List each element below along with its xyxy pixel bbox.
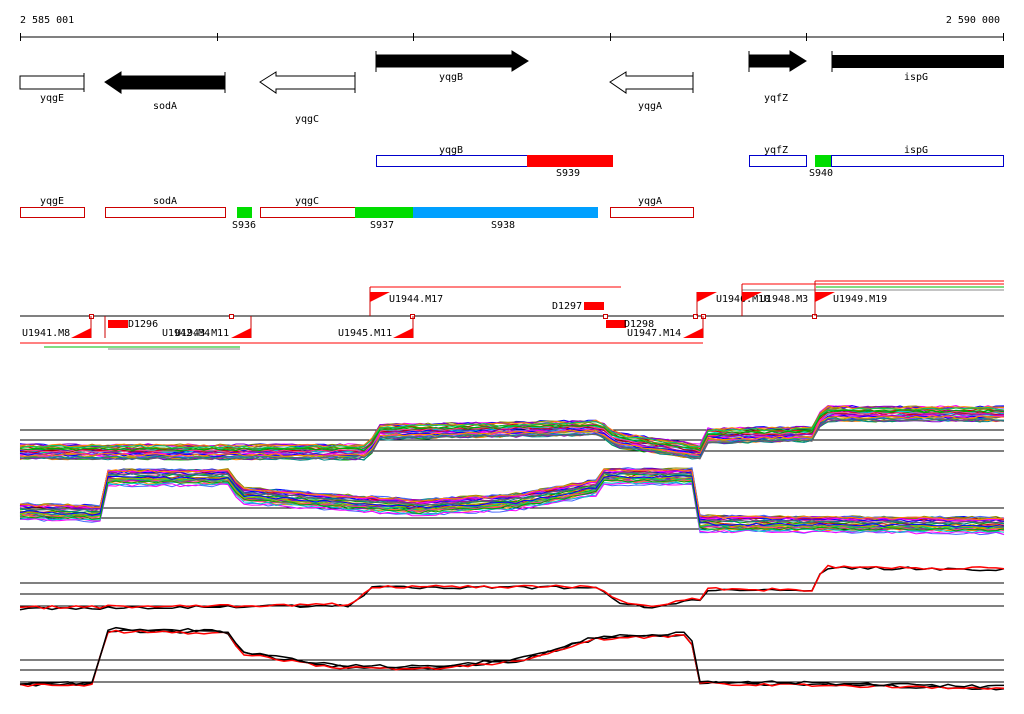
gene-box-yqgE[interactable]: [20, 207, 85, 218]
segment-S940[interactable]: [815, 155, 831, 167]
gene-box-label-sodA: sodA: [153, 196, 177, 207]
expression-trace: [19, 479, 1005, 532]
segment-label-S940: S940: [809, 168, 833, 179]
segment-S937[interactable]: [355, 207, 413, 218]
segment-S936[interactable]: [237, 207, 252, 218]
expression-trace: [19, 482, 1005, 535]
expression-trace: [19, 409, 1005, 452]
expression-trace: [19, 417, 1005, 460]
gene-box-label-yqgA: yqgA: [638, 196, 662, 207]
segment-label-S939: S939: [556, 168, 580, 179]
segment-S939[interactable]: [527, 155, 613, 167]
expression-trace: [19, 468, 1005, 521]
expression-trace: [19, 415, 1005, 457]
segment-label-S936: S936: [232, 220, 256, 231]
expression-panel-forward-multi: [19, 404, 1005, 461]
gene-box-yqfZ[interactable]: [749, 155, 807, 167]
feature-label-U1945-M11: U1945.M11: [338, 328, 392, 339]
feature-U1948-M3[interactable]: U1948.M3: [742, 292, 808, 305]
gene-label-yqgA: yqgA: [638, 101, 662, 112]
expression-traces-reverse: [19, 467, 1005, 536]
segment-S938[interactable]: [413, 207, 598, 218]
gene-box-yqgC[interactable]: [260, 207, 356, 218]
expression-panel-forward-summary: [19, 564, 1005, 611]
gene-box-label-ispG: ispG: [904, 145, 928, 156]
segment-track-forward: yqgB S939 yqfZ S940 ispG: [376, 145, 1004, 179]
gene-sodA[interactable]: sodA: [104, 71, 226, 112]
expression-trace: [19, 414, 1005, 457]
gene-label-yqfZ: yqfZ: [764, 93, 788, 104]
gene-label-yqgB: yqgB: [439, 72, 463, 83]
gene-track: yqgE sodA yqgC yqgB yqgA yqfZ: [19, 50, 1004, 125]
feature-U1943-M11[interactable]: U1943.M11: [175, 328, 229, 339]
gene-box-sodA[interactable]: [105, 207, 226, 218]
gene-label-ispG: ispG: [904, 72, 928, 83]
gene-ispG[interactable]: ispG: [831, 51, 1004, 83]
expression-trace: [19, 564, 1005, 610]
feature-D1298[interactable]: D1298: [606, 319, 654, 330]
segment-label-S938: S938: [491, 220, 515, 231]
expression-panel-reverse-multi: [19, 467, 1005, 536]
segment-track-reverse: yqgE sodA S936 yqgC S937 S938 yqgA: [20, 196, 694, 231]
gene-box-label-yqgB: yqgB: [439, 145, 463, 156]
feature-D1296[interactable]: D1296: [108, 319, 158, 330]
feature-track: U1944.M17 U1946.M10 U1948.M3 U1949.M19 U…: [20, 280, 1004, 350]
gene-yqgA[interactable]: yqgA: [609, 71, 694, 112]
expression-panel-reverse-summary: [19, 626, 1005, 691]
ruler-end-label: 2 590 000: [946, 15, 1000, 26]
expression-summary-forward: [19, 564, 1005, 611]
feature-label-U1947-M14: U1947.M14: [627, 328, 681, 339]
gene-yqgE[interactable]: yqgE: [19, 73, 85, 104]
feature-U1945-M11[interactable]: U1945.M11: [338, 328, 413, 339]
feature-label-U1942-M4: U1942.M4: [162, 328, 210, 339]
feature-U1942-M4[interactable]: U1942.M4: [162, 328, 251, 339]
expression-summary-reverse: [19, 626, 1005, 691]
gene-label-yqgE: yqgE: [40, 93, 64, 104]
gene-box-label-yqfZ: yqfZ: [764, 145, 788, 156]
feature-label-U1948-M3: U1948.M3: [760, 294, 808, 305]
gene-box-ispG[interactable]: [831, 155, 1004, 167]
coordinate-ruler: 2 585 001 2 590 000: [20, 15, 1004, 41]
expression-trace: [19, 478, 1005, 532]
ruler-start-label: 2 585 001: [20, 15, 74, 26]
gene-yqgC[interactable]: yqgC: [259, 71, 356, 125]
expression-trace: [19, 468, 1005, 521]
gene-box-label-yqgE: yqgE: [40, 196, 64, 207]
segment-label-S937: S937: [370, 220, 394, 231]
gene-box-yqgA[interactable]: [610, 207, 694, 218]
feature-label-D1297: D1297: [552, 301, 582, 312]
expression-trace: [19, 471, 1005, 525]
feature-U1944-M17[interactable]: U1944.M17: [370, 292, 443, 305]
feature-U1941-M8[interactable]: U1941.M8: [22, 328, 91, 339]
gene-label-yqgC: yqgC: [295, 114, 319, 125]
gene-box-label-yqgC: yqgC: [295, 196, 319, 207]
feature-U1949-M19[interactable]: U1949.M19: [815, 292, 887, 305]
feature-label-D1298: D1298: [624, 319, 654, 330]
expression-trace: [19, 565, 1005, 611]
feature-label-U1949-M19: U1949.M19: [833, 294, 887, 305]
feature-label-D1296: D1296: [128, 319, 158, 330]
feature-label-U1941-M8: U1941.M8: [22, 328, 70, 339]
gene-yqgB[interactable]: yqgB: [375, 50, 529, 83]
gene-label-sodA: sodA: [153, 101, 177, 112]
gene-box-yqgB[interactable]: [376, 155, 528, 167]
gene-yqfZ[interactable]: yqfZ: [748, 50, 807, 104]
expression-trace: [19, 475, 1005, 528]
feature-label-U1944-M17: U1944.M17: [389, 294, 443, 305]
expression-trace: [19, 629, 1005, 690]
feature-U1947-M14[interactable]: U1947.M14: [627, 328, 703, 339]
expression-trace: [19, 626, 1004, 689]
expression-traces-forward: [19, 404, 1005, 461]
expression-trace: [19, 405, 1005, 448]
feature-label-U1943-M11: U1943.M11: [175, 328, 229, 339]
feature-D1297[interactable]: D1297: [552, 301, 604, 312]
expression-trace: [19, 418, 1005, 461]
expression-trace: [19, 476, 1005, 530]
